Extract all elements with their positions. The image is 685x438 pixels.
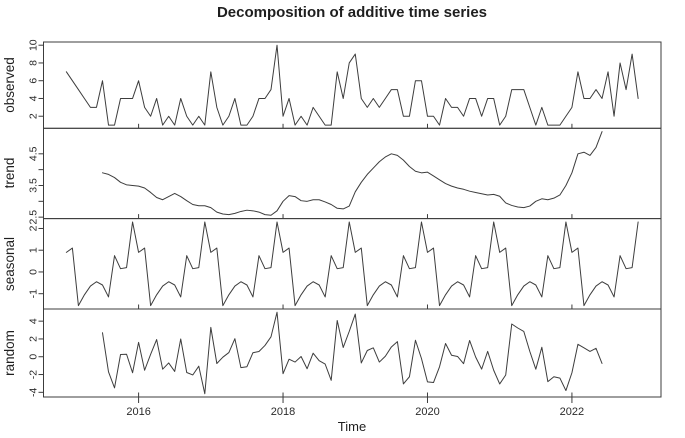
panel-frames [43,41,662,398]
panel-label-observed: observed [2,57,17,113]
y-tick-label: 1 [28,247,40,253]
y-tick-label: 2 [28,113,40,119]
y-tick-label: 3.5 [28,178,40,193]
panel-label-trend: trend [2,158,17,189]
y-tick-label: -4 [28,387,40,396]
x-tick-label: 2020 [415,406,439,418]
observed-series-line [65,44,639,126]
random-series-line [101,311,603,395]
x-tick-label: 2018 [271,406,295,418]
series-lines [65,44,639,395]
seasonal-series-line [65,221,639,307]
y-tick-label: 0 [28,269,40,275]
y-tick-label: -2 [28,370,40,379]
y-tick-label: 4.5 [28,146,40,161]
x-axis-title: Time [338,419,366,434]
axis-ticks: 2 4 6 8 10 2.5 3.5 4.5 -1 0 1 2 -4 -2 0 2 4 2016 2018 2020 2… [28,39,585,418]
panel-frame-random [43,308,662,398]
panel-label-seasonal: seasonal [2,237,17,291]
trend-series-line [101,131,603,216]
y-tick-label: 6 [28,78,40,84]
y-tick-label: 2 [28,225,40,231]
x-tick-label: 2022 [560,406,584,418]
y-tick-label: 2 [28,336,40,342]
y-tick-label: 0 [28,354,40,360]
y-tick-label: 2.5 [28,210,40,225]
y-tick-label: 10 [28,39,40,51]
y-tick-label: 8 [28,60,40,66]
x-tick-label: 2016 [126,406,150,418]
y-tick-label: 4 [28,95,40,101]
panel-label-random: random [2,330,17,376]
y-tick-label: 4 [28,318,40,324]
panel-frame-trend [43,127,662,220]
chart-title: Decomposition of additive time series [217,4,487,21]
panel-frame-observed [43,41,662,129]
y-tick-label: -1 [28,289,40,298]
